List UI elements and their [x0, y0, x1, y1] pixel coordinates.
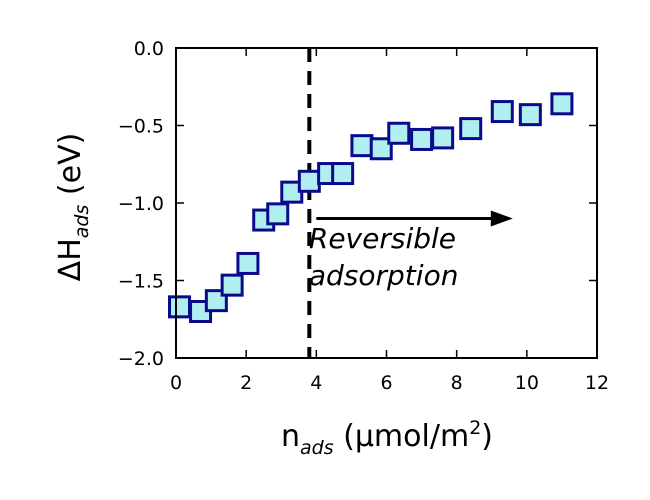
reversible-arrow-head [490, 210, 513, 227]
x-axis-label-main: n [281, 419, 300, 454]
x-tick-label: 12 [585, 372, 609, 394]
x-tick-label: 0 [170, 372, 182, 394]
x-tick-label: 8 [451, 372, 463, 394]
data-point [431, 126, 455, 150]
y-axis-label: ΔHads (eV) [53, 133, 93, 282]
y-axis-label-main: ΔH [53, 238, 88, 281]
data-point [369, 137, 393, 161]
y-axis-label-unit: (eV) [53, 133, 88, 205]
x-axis-label: nads (μmol/m2) [281, 417, 493, 459]
plot-frame [175, 47, 598, 359]
x-axis-label-unit: (μmol/m [334, 419, 470, 454]
data-point [220, 273, 244, 297]
data-point [350, 134, 374, 158]
x-axis-label-subscript: ads [300, 437, 334, 459]
data-point [387, 121, 411, 145]
annotation-line: Reversible [309, 222, 456, 255]
x-axis-label-superscript: 2 [469, 417, 481, 439]
data-point [168, 295, 192, 319]
data-point [266, 202, 290, 226]
data-point [490, 100, 514, 124]
x-tick-label: 6 [380, 372, 392, 394]
data-point [459, 117, 483, 141]
y-tick-label: −0.5 [118, 116, 164, 138]
y-tick-label: −1.5 [118, 271, 164, 293]
axes-layer: 0 2 4 6 8 10 12 −2.0 −1.5 −1.0 −0.5 0.0 [118, 38, 609, 394]
y-tick-label: 0.0 [134, 38, 164, 60]
data-point [297, 169, 321, 193]
data-point [550, 92, 574, 116]
annotation-line: adsorption [309, 259, 459, 292]
data-point [410, 127, 434, 151]
data-point [331, 162, 355, 186]
x-axis-label-close: ) [481, 419, 493, 454]
y-tick-label: −2.0 [118, 348, 164, 370]
y-tick-label: −1.0 [118, 193, 164, 215]
x-tick-label: 2 [240, 372, 252, 394]
x-tick-label: 10 [515, 372, 539, 394]
x-tick-label: 4 [310, 372, 322, 394]
data-point [518, 103, 542, 127]
y-axis-label-subscript: ads [71, 205, 93, 239]
points-layer [168, 92, 574, 323]
data-point [236, 251, 260, 275]
annotation-layer: Reversible adsorption [309, 210, 513, 292]
